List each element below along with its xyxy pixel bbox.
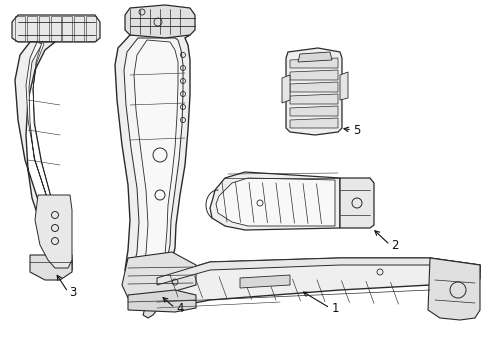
Polygon shape (240, 275, 290, 288)
Polygon shape (286, 48, 342, 135)
Polygon shape (15, 42, 72, 272)
Polygon shape (128, 290, 196, 312)
Polygon shape (290, 70, 338, 80)
Polygon shape (340, 72, 348, 100)
Polygon shape (290, 106, 338, 116)
Polygon shape (30, 255, 72, 280)
Polygon shape (124, 38, 183, 276)
Polygon shape (298, 52, 332, 62)
Polygon shape (115, 35, 190, 282)
Text: 5: 5 (353, 123, 361, 136)
Polygon shape (122, 252, 196, 298)
Polygon shape (26, 42, 66, 255)
Polygon shape (216, 178, 335, 226)
Polygon shape (290, 94, 338, 104)
Polygon shape (33, 42, 63, 244)
Polygon shape (143, 278, 157, 318)
Text: 1: 1 (331, 302, 339, 315)
Polygon shape (157, 258, 480, 285)
Polygon shape (35, 195, 72, 268)
Text: 4: 4 (176, 302, 184, 315)
Polygon shape (210, 172, 340, 230)
Polygon shape (290, 118, 338, 128)
Text: 2: 2 (391, 239, 399, 252)
Polygon shape (153, 258, 480, 310)
Polygon shape (290, 82, 338, 92)
Polygon shape (134, 40, 178, 273)
Polygon shape (290, 58, 338, 68)
Polygon shape (428, 258, 480, 320)
Polygon shape (12, 15, 100, 42)
Polygon shape (282, 75, 290, 103)
Text: 3: 3 (69, 285, 77, 298)
Polygon shape (125, 5, 195, 38)
Polygon shape (340, 178, 374, 228)
